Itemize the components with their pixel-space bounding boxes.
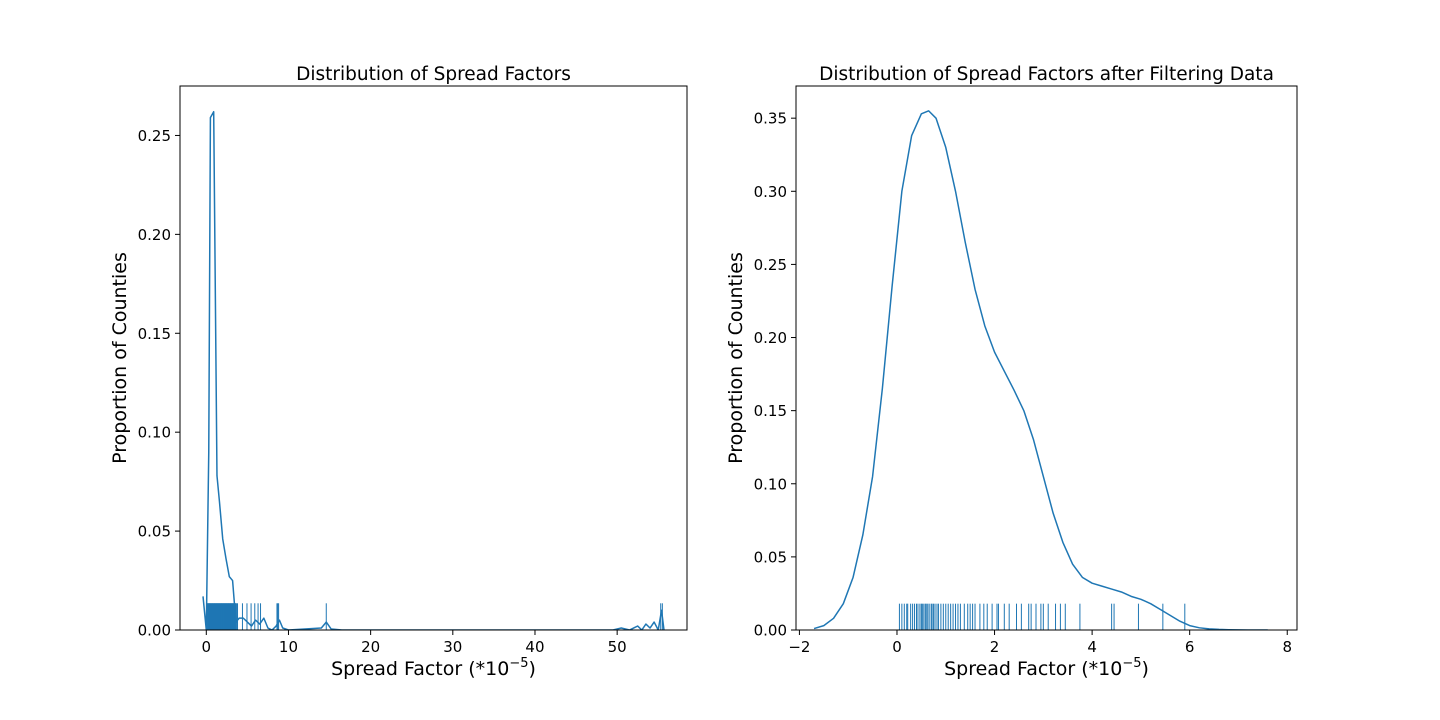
rug-marks <box>206 603 663 630</box>
x-axis-label-base: Spread Factor (*10 <box>331 658 509 680</box>
x-tick-label: 40 <box>525 638 544 656</box>
y-tick-label: 0.15 <box>138 325 171 343</box>
y-tick-label: 0.35 <box>754 110 787 128</box>
y-tick-label: 0.20 <box>754 329 787 347</box>
x-axis-label-close: ) <box>1142 658 1149 680</box>
chart-title: Distribution of Spread Factors <box>296 64 571 85</box>
y-tick-label: 0.15 <box>754 402 787 420</box>
plot-frame <box>795 85 1298 631</box>
y-tick-label: 0.30 <box>754 183 787 201</box>
x-tick-label: 8 <box>1282 638 1292 656</box>
plot-frame <box>179 85 688 631</box>
x-axis-label: Spread Factor (*10−5) <box>331 656 536 680</box>
y-tick-label: 0.10 <box>754 475 787 493</box>
kde-line <box>202 110 665 630</box>
chart-title: Distribution of Spread Factors after Fil… <box>819 64 1274 85</box>
x-tick-label: 0 <box>892 638 902 656</box>
y-axis-label: Proportion of Counties <box>109 252 131 464</box>
x-tick-label: 20 <box>361 638 380 656</box>
x-tick-label: 6 <box>1185 638 1195 656</box>
x-tick-label: −2 <box>788 638 810 656</box>
y-tick-label: 0.00 <box>754 622 787 640</box>
chart-panel-1: Distribution of Spread Factors 0.00 0.05 0.… <box>109 64 688 680</box>
y-tick-label: 0.10 <box>138 424 171 442</box>
y-tick-label: 0.00 <box>138 622 171 640</box>
y-axis-label: Proportion of Counties <box>725 252 747 464</box>
x-axis-label-exponent: −5 <box>509 656 528 671</box>
x-axis-label-exponent: −5 <box>1122 656 1141 671</box>
x-tick-label: 4 <box>1087 638 1097 656</box>
x-tick-label: 0 <box>202 638 212 656</box>
x-tick-label: 50 <box>608 638 627 656</box>
x-axis-label-base: Spread Factor (*10 <box>944 658 1122 680</box>
x-tick-label: 10 <box>279 638 298 656</box>
y-tick-label: 0.05 <box>754 548 787 566</box>
x-tick-label: 2 <box>990 638 1000 656</box>
rug-marks <box>898 603 1186 630</box>
x-axis-label-close: ) <box>529 658 536 680</box>
kde-line <box>813 110 1268 630</box>
chart-panel-2: Distribution of Spread Factors after Fil… <box>725 64 1298 680</box>
x-tick-label: 30 <box>443 638 462 656</box>
y-tick-label: 0.25 <box>138 127 171 145</box>
y-tick-label: 0.05 <box>138 523 171 541</box>
y-tick-label: 0.25 <box>754 256 787 274</box>
y-tick-label: 0.20 <box>138 226 171 244</box>
x-axis-label: Spread Factor (*10−5) <box>944 656 1149 680</box>
